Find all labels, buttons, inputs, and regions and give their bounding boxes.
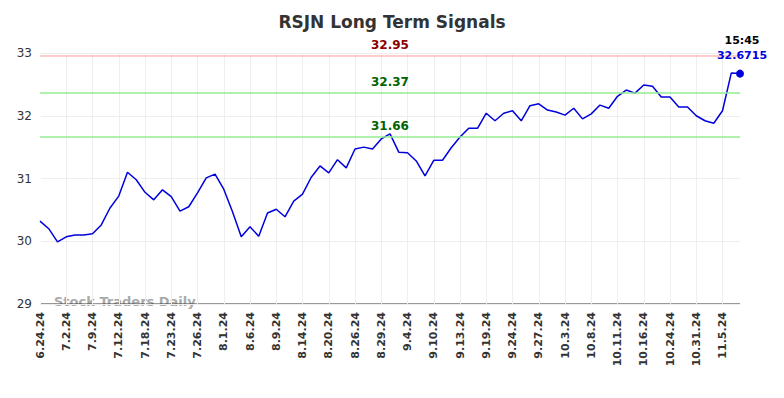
svg-text:8.9.24: 8.9.24 (270, 312, 283, 351)
svg-text:9.13.24: 9.13.24 (454, 312, 467, 359)
svg-text:32.6715: 32.6715 (717, 49, 767, 62)
svg-text:32: 32 (17, 109, 32, 123)
svg-text:7.26.24: 7.26.24 (191, 312, 204, 359)
svg-text:31: 31 (17, 172, 32, 186)
svg-text:32.37: 32.37 (371, 75, 409, 89)
svg-text:6.24.24: 6.24.24 (34, 312, 47, 359)
svg-text:10.31.24: 10.31.24 (690, 312, 703, 367)
svg-text:30: 30 (17, 234, 32, 248)
svg-text:9.19.24: 9.19.24 (480, 312, 493, 359)
svg-text:9.27.24: 9.27.24 (532, 312, 545, 359)
svg-text:8.14.24: 8.14.24 (296, 312, 309, 359)
svg-text:7.23.24: 7.23.24 (165, 312, 178, 359)
svg-text:10.16.24: 10.16.24 (637, 312, 650, 367)
svg-text:Stock Traders Daily: Stock Traders Daily (54, 294, 196, 309)
svg-text:7.18.24: 7.18.24 (139, 312, 152, 359)
svg-text:15:45: 15:45 (724, 34, 759, 47)
svg-text:10.3.24: 10.3.24 (559, 312, 572, 359)
svg-text:9.10.24: 9.10.24 (427, 312, 440, 359)
svg-text:9.4.24: 9.4.24 (401, 312, 414, 351)
svg-text:33: 33 (17, 46, 32, 60)
svg-text:10.8.24: 10.8.24 (585, 312, 598, 359)
svg-text:9.24.24: 9.24.24 (506, 312, 519, 359)
svg-text:8.26.24: 8.26.24 (349, 312, 362, 359)
svg-text:RSJN Long Term Signals: RSJN Long Term Signals (278, 12, 505, 32)
svg-text:8.6.24: 8.6.24 (244, 312, 257, 351)
svg-text:32.95: 32.95 (371, 38, 409, 52)
svg-text:7.12.24: 7.12.24 (112, 312, 125, 359)
svg-text:8.29.24: 8.29.24 (375, 312, 388, 359)
svg-text:10.24.24: 10.24.24 (664, 312, 677, 367)
svg-text:29: 29 (17, 297, 32, 311)
svg-text:11.5.24: 11.5.24 (716, 312, 729, 359)
svg-text:8.20.24: 8.20.24 (322, 312, 335, 359)
svg-text:10.11.24: 10.11.24 (611, 312, 624, 367)
svg-text:31.66: 31.66 (371, 119, 409, 133)
svg-text:8.1.24: 8.1.24 (217, 312, 230, 351)
svg-text:7.9.24: 7.9.24 (86, 312, 99, 351)
svg-text:7.2.24: 7.2.24 (60, 312, 73, 351)
